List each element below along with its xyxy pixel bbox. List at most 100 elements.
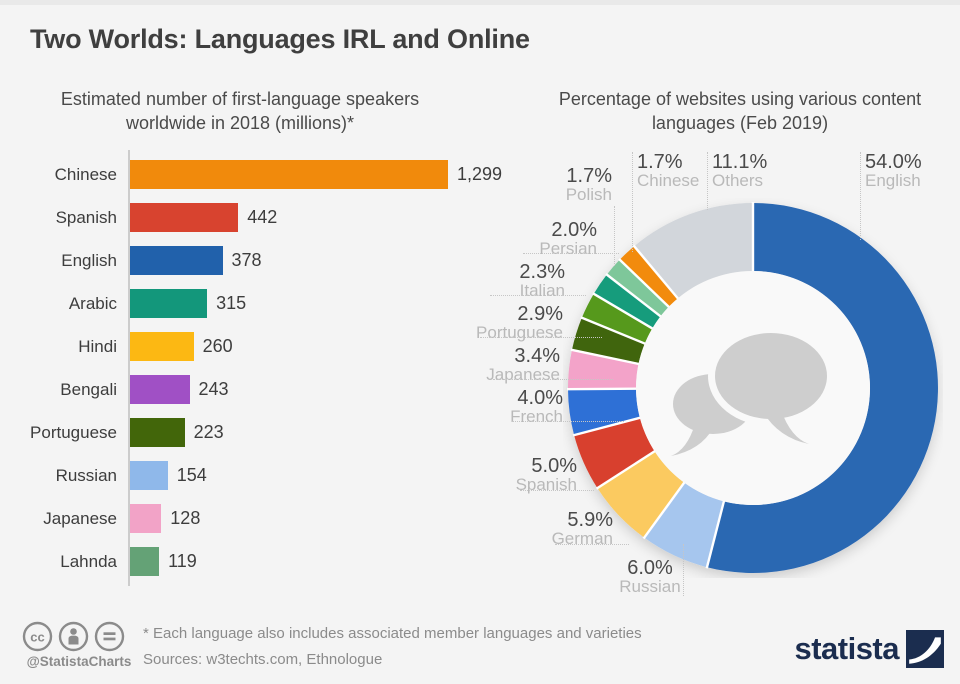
leader-line	[490, 295, 586, 296]
leader-line	[632, 152, 633, 252]
donut-language-label: Others	[712, 171, 764, 191]
donut-language-label: English	[865, 171, 921, 191]
donut-label-polish: 1.7% Polish	[566, 166, 612, 204]
donut-language-label: Spanish	[515, 475, 577, 495]
bar-portuguese	[130, 418, 185, 447]
bar-value-label: 442	[247, 207, 278, 227]
bar-category-label: Chinese	[54, 164, 117, 184]
bar-spanish	[130, 203, 239, 232]
equals-icon	[94, 621, 125, 652]
bar-row-english: English 378	[20, 239, 480, 282]
bar-row-japanese: Japanese 128	[20, 497, 480, 540]
slice-separator	[572, 416, 642, 437]
slice-separator	[570, 348, 640, 366]
donut-pct-label: 5.9%	[567, 509, 613, 531]
bar-russian	[130, 461, 168, 490]
leader-line	[707, 152, 708, 210]
donut-slice-persian	[593, 274, 661, 329]
bar-row-arabic: Arabic 315	[20, 282, 480, 325]
bar-category-label: Japanese	[43, 508, 117, 528]
bar-hindi	[130, 332, 194, 361]
bar-row-hindi: Hindi 260	[20, 325, 480, 368]
bar-category-label: Bengali	[60, 379, 117, 399]
bar-value-label: 260	[202, 336, 233, 356]
bar-category-label: Portuguese	[30, 422, 117, 442]
donut-language-label: Polish	[565, 185, 612, 205]
donut-pct-label: 4.0%	[517, 387, 563, 409]
donut-language-label: Japanese	[486, 365, 560, 385]
bar-japanese	[130, 504, 162, 533]
donut-language-label: Russian	[619, 577, 681, 597]
donut-language-label: German	[551, 529, 613, 549]
donut-slice-russian	[644, 482, 724, 568]
slice-separator	[642, 481, 686, 540]
footnote: * Each language also includes associated…	[143, 625, 642, 642]
slice-separator	[592, 292, 654, 330]
leader-line	[523, 253, 619, 254]
donut-pct-label: 2.9%	[517, 303, 563, 325]
bar-value-label: 315	[216, 293, 247, 313]
bar-chart-rows: Chinese 1,299 Spanish 442 English 378 Arabic 31…	[20, 153, 502, 583]
donut-slice-portuguese	[571, 317, 645, 364]
donut-chart: 54.0% English 6.0% Russian 5.9% German 5.0% Spa…	[476, 140, 960, 610]
attribution-icon	[58, 621, 89, 652]
donut-slice-polish	[606, 259, 669, 317]
donut-pct-label: 1.7%	[637, 151, 683, 173]
donut-language-label: Portuguese	[476, 323, 563, 343]
bar-english	[130, 246, 223, 275]
bar-value-label: 119	[168, 551, 197, 571]
bar-value-label: 223	[193, 422, 224, 442]
donut-pct-label: 54.0%	[865, 151, 922, 173]
donut-language-label: Chinese	[637, 171, 700, 191]
bar-chinese	[130, 160, 448, 189]
donut-slice-others	[634, 203, 753, 299]
donut-pct-label: 1.7%	[566, 165, 612, 187]
donut-label-german: 5.9% German	[552, 510, 613, 548]
donut-pct-label: 11.1%	[712, 151, 768, 173]
bar-row-chinese: Chinese 1,299	[20, 153, 502, 196]
donut-pct-label: 2.0%	[551, 219, 597, 241]
donut-slice-english	[706, 203, 938, 573]
bar-category-label: Arabic	[68, 293, 117, 313]
donut-slice-german	[597, 451, 685, 538]
bar-row-bengali: Bengali 243	[20, 368, 480, 411]
donut-label-spanish: 5.0% Spanish	[516, 456, 577, 494]
bar-row-portuguese: Portuguese 223	[20, 411, 480, 454]
bar-category-label: Lahnda	[60, 551, 117, 571]
bar-value-label: 128	[170, 508, 201, 528]
bar-bengali	[130, 375, 190, 404]
slice-separator	[705, 500, 726, 569]
slice-separator	[580, 316, 647, 346]
slice-separator	[595, 449, 657, 490]
bar-row-russian: Russian 154	[20, 454, 480, 497]
donut-slice-italian	[581, 293, 653, 344]
leader-line	[480, 337, 602, 338]
bar-row-spanish: Spanish 442	[20, 196, 480, 239]
donut-slice-spanish	[574, 417, 655, 489]
bar-value-label: 378	[231, 250, 262, 270]
leader-line	[520, 490, 594, 491]
leader-line	[683, 544, 684, 596]
statista-charts-credit: @StatistaCharts	[26, 654, 132, 669]
donut-pct-label: 2.3%	[519, 261, 565, 283]
donut-language-label: Persian	[539, 239, 597, 259]
donut-slice-chinese	[619, 246, 678, 307]
bar-category-label: Spanish	[55, 207, 117, 227]
bar-chart-axis	[128, 150, 130, 586]
bar-value-label: 243	[198, 379, 229, 399]
bar-chart: Chinese 1,299 Spanish 442 English 378 Arabic 31…	[20, 140, 502, 600]
donut-label-chinese: 1.7% Chinese	[637, 152, 699, 190]
leader-line	[493, 379, 613, 380]
donut-label-english: 54.0% English	[865, 152, 922, 190]
leader-line	[614, 206, 615, 266]
cc-icon: cc	[22, 621, 53, 652]
donut-chart-title: Percentage of websites using various con…	[558, 89, 922, 133]
donut-label-russian: 6.0% Russian	[610, 558, 690, 596]
svg-text:cc: cc	[30, 630, 44, 645]
donut-label-others: 11.1% Others	[712, 152, 767, 190]
page-title: Two Worlds: Languages IRL and Online	[30, 24, 530, 54]
leader-line	[860, 152, 861, 240]
bar-arabic	[130, 289, 208, 318]
bar-lahnda	[130, 547, 160, 576]
